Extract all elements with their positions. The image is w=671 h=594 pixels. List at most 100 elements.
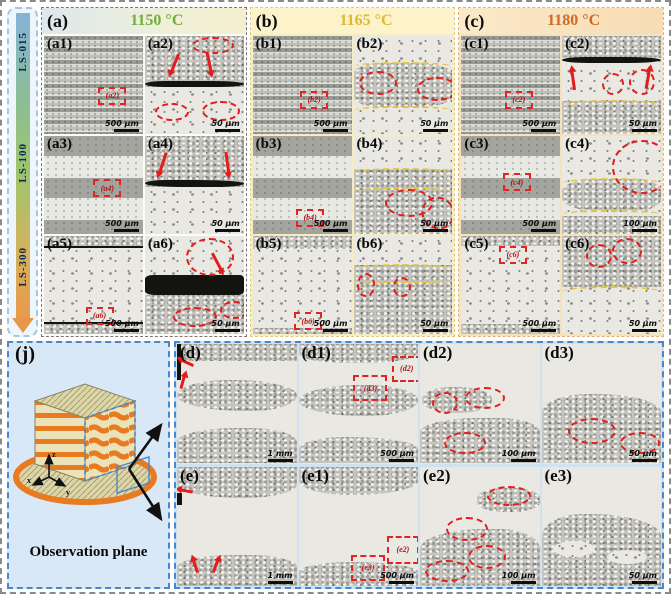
scale-bar-c1: 500 μm — [522, 119, 557, 132]
column-c-1180: (c) 1180 °C (c1) (c2) 500 μm (c2) — [458, 7, 665, 337]
texture-band — [252, 236, 352, 249]
axis-label-x: x — [27, 476, 31, 485]
micrograph-b6: (b6) 50 μm — [353, 236, 453, 334]
micrograph-a1: (a1) (a2) 500 μm — [44, 36, 143, 134]
red-arrow-icon — [168, 52, 180, 75]
inset-label: (e2) — [396, 545, 410, 555]
sidebar-item-ls015: LS-015 — [16, 31, 29, 72]
scale-text: 1 mm — [267, 448, 293, 458]
scale-line — [423, 229, 449, 232]
texture-band — [252, 328, 352, 334]
column-c-grid: (c1) (c2) 500 μm (c2) 50 — [459, 34, 664, 336]
scale-text: 50 μm — [211, 119, 240, 128]
inset-label: (a4) — [100, 183, 115, 193]
scale-line — [632, 229, 658, 232]
scale-text: 500 μm — [313, 119, 348, 128]
scale-line — [632, 129, 658, 132]
micrograph-a2: (a2) 50 μm — [144, 36, 244, 134]
panel-label-e2: (e2) — [423, 466, 451, 485]
inset-label: (b6) — [301, 316, 315, 326]
scale-bar-a5: 500 μm — [105, 320, 139, 332]
scale-line — [322, 329, 348, 332]
scale-line — [113, 329, 139, 332]
scale-text: 100 μm — [501, 448, 536, 458]
scale-line — [267, 581, 293, 584]
yellow-boundary-line — [562, 285, 662, 298]
defect-ellipse — [486, 485, 531, 506]
texture-band — [44, 236, 143, 246]
defect-ellipse — [416, 77, 453, 102]
scale-line — [632, 581, 657, 584]
defect-ellipse — [219, 300, 244, 319]
scale-bar-e2: 100 μm — [502, 572, 536, 584]
texture-band — [177, 466, 297, 498]
inset-label: (b4) — [303, 213, 317, 223]
scale-text: 500 μm — [522, 219, 557, 228]
defect-ellipse — [359, 71, 398, 96]
scale-line — [531, 329, 557, 332]
scale-line — [423, 329, 449, 332]
texture-band — [298, 384, 418, 416]
defect-ellipse — [446, 516, 489, 541]
inset-marker-b6: (b6) — [294, 312, 323, 331]
scale-text: 50 μm — [211, 219, 240, 228]
inset-marker-c2: (c2) — [504, 90, 533, 109]
inset-label: (c6) — [506, 250, 520, 260]
texture-band — [144, 186, 244, 234]
inset-label: (c2) — [512, 95, 526, 105]
panel-label-a4: (a4) — [147, 136, 173, 152]
micrograph-a5: (a5) (a6) 500 μm — [44, 236, 143, 334]
defect-ellipse — [393, 277, 412, 298]
panel-label-a6: (a6) — [147, 236, 173, 252]
scale-bar-d2: 100 μm — [501, 448, 536, 462]
pointer-arrow-to-e — [127, 468, 163, 522]
scale-line — [389, 581, 414, 584]
texture-hole — [553, 540, 596, 558]
scale-line — [322, 229, 348, 232]
inset-label: (b2) — [307, 95, 321, 105]
texture-band — [298, 437, 418, 464]
dark-band — [144, 275, 244, 295]
axis-label-y: y — [66, 488, 70, 497]
observation-plane-schematic: z x y — [13, 383, 163, 522]
defect-ellipse — [385, 188, 434, 217]
micrograph-b3: (b3) (b4) 500 μm — [252, 136, 352, 234]
inset-marker-b4: (b4) — [296, 208, 325, 227]
panel-label-b2: (b2) — [356, 36, 383, 52]
observation-plane-block: (j) — [7, 341, 664, 589]
panel-label-e3: (e3) — [544, 466, 572, 485]
sample-series-sidebar: LS-015 LS-100 LS-300 — [7, 7, 38, 337]
scale-text: 100 μm — [623, 219, 658, 228]
inset-marker-d3: (d3) — [353, 375, 388, 402]
defect-ellipse — [357, 273, 376, 298]
scale-text: 500 μm — [380, 448, 414, 458]
inset-marker-c6: (c6) — [498, 245, 527, 264]
panel-label-b6: (b6) — [356, 236, 383, 252]
micrograph-a3: (a3) (a4) 500 μm — [44, 136, 143, 234]
scale-text: 500 μm — [522, 119, 557, 128]
scale-bar-e3: 50 μm — [629, 572, 657, 584]
defect-ellipse — [154, 102, 189, 121]
scale-bar-a4: 50 μm — [212, 220, 240, 232]
texture-band — [298, 466, 418, 496]
column-b-label: (b) — [255, 10, 278, 31]
temperature-comparison-block: LS-015 LS-100 LS-300 (a) 1150 °C (a1) (a… — [7, 7, 665, 337]
texture-hole — [607, 550, 647, 565]
cut-plane-extension — [116, 456, 150, 494]
defect-ellipse — [585, 243, 612, 268]
inset-marker-b2: (b2) — [300, 90, 329, 109]
scale-text: 100 μm — [501, 571, 536, 580]
defect-ellipse — [424, 559, 469, 582]
defect-ellipse — [601, 73, 624, 96]
texture-band — [298, 562, 418, 586]
texture-band — [177, 344, 297, 361]
texture-band — [461, 236, 561, 246]
dark-band — [144, 81, 244, 87]
scale-text: 50 μm — [420, 319, 449, 328]
scale-text: 50 μm — [628, 571, 657, 580]
column-a-header: (a) 1150 °C — [42, 8, 246, 34]
scale-text: 50 μm — [420, 119, 449, 128]
yellow-boundary-line — [562, 178, 662, 188]
micrograph-c5: (c5) (c6) 500 μm — [461, 236, 561, 334]
panel-label-c6: (c6) — [565, 236, 590, 252]
